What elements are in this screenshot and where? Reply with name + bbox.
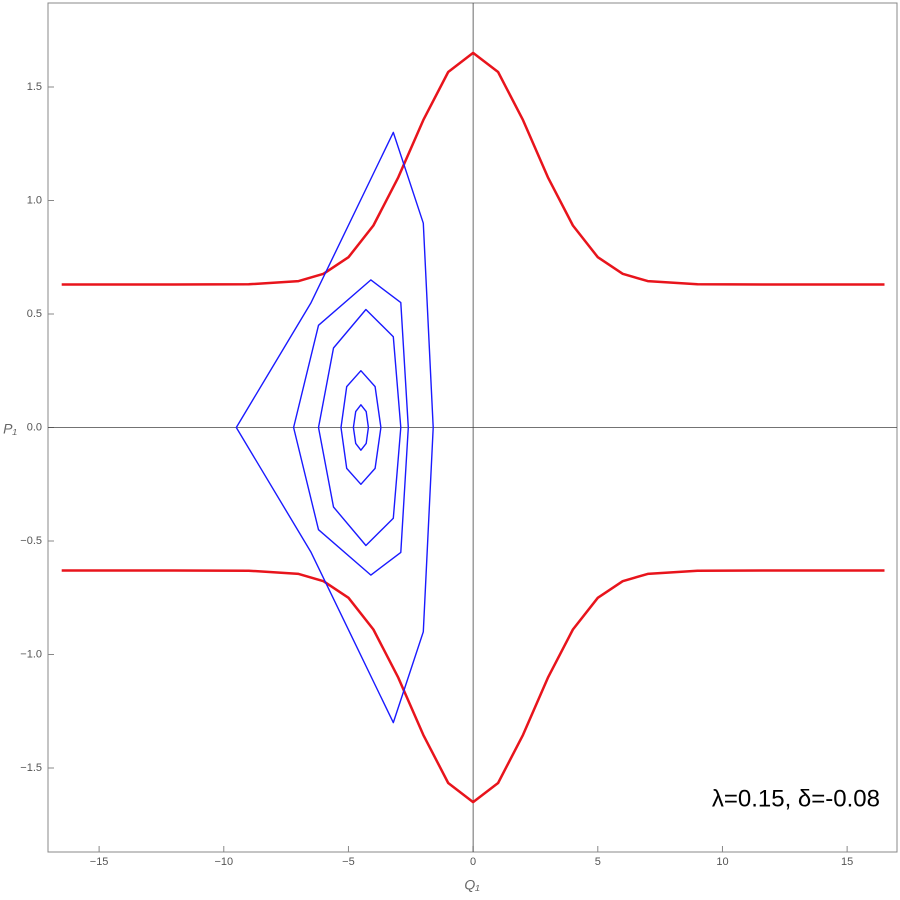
y-tick-label: 1.0 <box>27 194 42 206</box>
y-tick-label: 1.5 <box>27 81 42 93</box>
orbit-line <box>317 308 402 547</box>
orbit-line <box>61 569 885 804</box>
orbit-line <box>235 131 434 724</box>
y-tick-label: 0.5 <box>27 308 42 320</box>
x-tick-label: −5 <box>342 856 355 868</box>
x-tick-label: 5 <box>595 856 601 868</box>
y-tick-label: 0.0 <box>27 421 42 433</box>
y-axis-label: P₁ <box>3 421 17 437</box>
annotation: λ=0.15, δ=-0.08 <box>712 785 880 812</box>
y-tick-label: −0.5 <box>20 535 42 547</box>
orbit-line <box>352 404 370 451</box>
x-axis-label: Q₁ <box>464 877 480 893</box>
x-tick-label: −10 <box>214 856 233 868</box>
y-tick-label: −1.0 <box>20 648 42 660</box>
orbit-line <box>292 279 409 576</box>
x-tick-label: 15 <box>841 856 853 868</box>
x-tick-label: −15 <box>90 856 109 868</box>
x-tick-label: 0 <box>470 856 476 868</box>
orbit-line <box>61 51 885 286</box>
x-tick-label: 10 <box>716 856 728 868</box>
y-tick-label: −1.5 <box>20 762 42 774</box>
orbit-line <box>340 370 382 485</box>
